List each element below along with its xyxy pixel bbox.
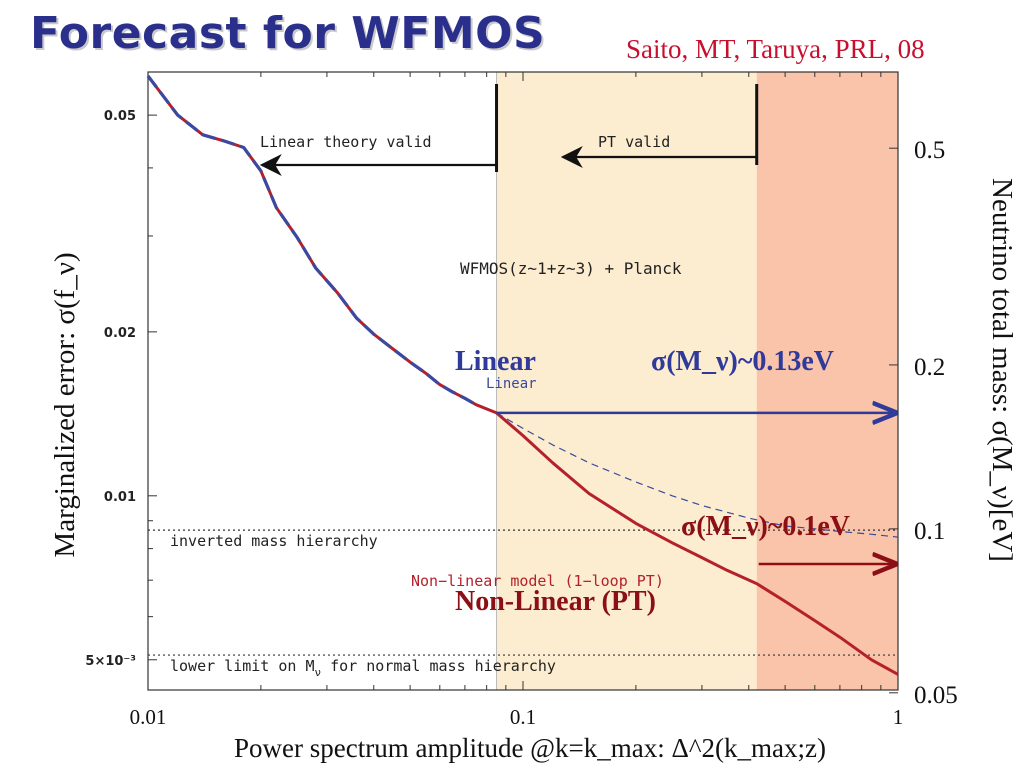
series-linear-line	[146, 75, 477, 407]
sigma-nonlinear-label: σ(M_ν)~0.1eV	[681, 511, 850, 542]
mass-limit-tail-text: for normal mass hierarchy	[330, 657, 556, 675]
mass-limit-text: lower limit on M	[170, 657, 315, 675]
reference-lines	[148, 529, 898, 656]
linear-series-label: Linear	[486, 376, 537, 392]
x-tick-label: 1	[893, 705, 904, 729]
pt-valid-label: PT valid	[598, 133, 670, 151]
survey-label: WFMOS(z~1+z~3) + Planck	[460, 259, 682, 278]
y-right-tick-label: 0.1	[914, 518, 945, 545]
linear-big-label: Linear	[455, 346, 536, 377]
mass-limit-tail	[321, 657, 330, 675]
series-lines	[146, 75, 899, 676]
region-1	[756, 72, 898, 690]
x-tick-label: 0.01	[130, 705, 167, 729]
mass-unit-subscript: ν	[315, 666, 322, 679]
y-tick-label: 0.01	[104, 490, 136, 505]
y-right-tick-label: 0.5	[914, 137, 945, 164]
x-axis-label: Power spectrum amplitude @k=k_max: Δ^2(k…	[234, 733, 826, 763]
nonlinear-big-label: Non-Linear (PT)	[455, 586, 656, 617]
x-tick-label: 0.1	[510, 705, 536, 729]
region-0	[496, 72, 757, 690]
series-linear-tail	[496, 412, 899, 538]
y-axis-left-label: Marginalized error: σ(f_ν)	[49, 252, 81, 557]
citation: Saito, MT, Taruya, PRL, 08	[626, 34, 925, 64]
y-tick-label: 0.05	[104, 109, 136, 124]
inverted-hierarchy-label: inverted mass hierarchy	[170, 532, 378, 550]
nonlinear-series-label: Non−linear model (1−loop PT)	[411, 572, 664, 590]
slide-title: Forecast for WFMOS	[30, 8, 546, 59]
axis-ticks: 0.01 0.1 1 0.05 0.02 0.01 5×10⁻³ 0.5 0.2 0.1 0.05	[85, 71, 958, 729]
linear-valid-label: Linear theory valid	[260, 133, 432, 151]
y-tick-label: 0.02	[104, 326, 136, 341]
shaded-regions	[496, 72, 898, 690]
y-right-tick-label: 0.05	[914, 682, 958, 709]
y-axis-right-label: Neutrino total mass: σ(M_ν)[eV]	[986, 178, 1018, 562]
sigma-linear-label: σ(M_ν)~0.13eV	[651, 346, 834, 377]
y-right-tick-label: 0.2	[914, 354, 945, 381]
normal-hierarchy-label: lower limit on Mν for normal mass hierar…	[170, 657, 556, 679]
y-tick-label: 5×10⁻³	[85, 654, 136, 669]
